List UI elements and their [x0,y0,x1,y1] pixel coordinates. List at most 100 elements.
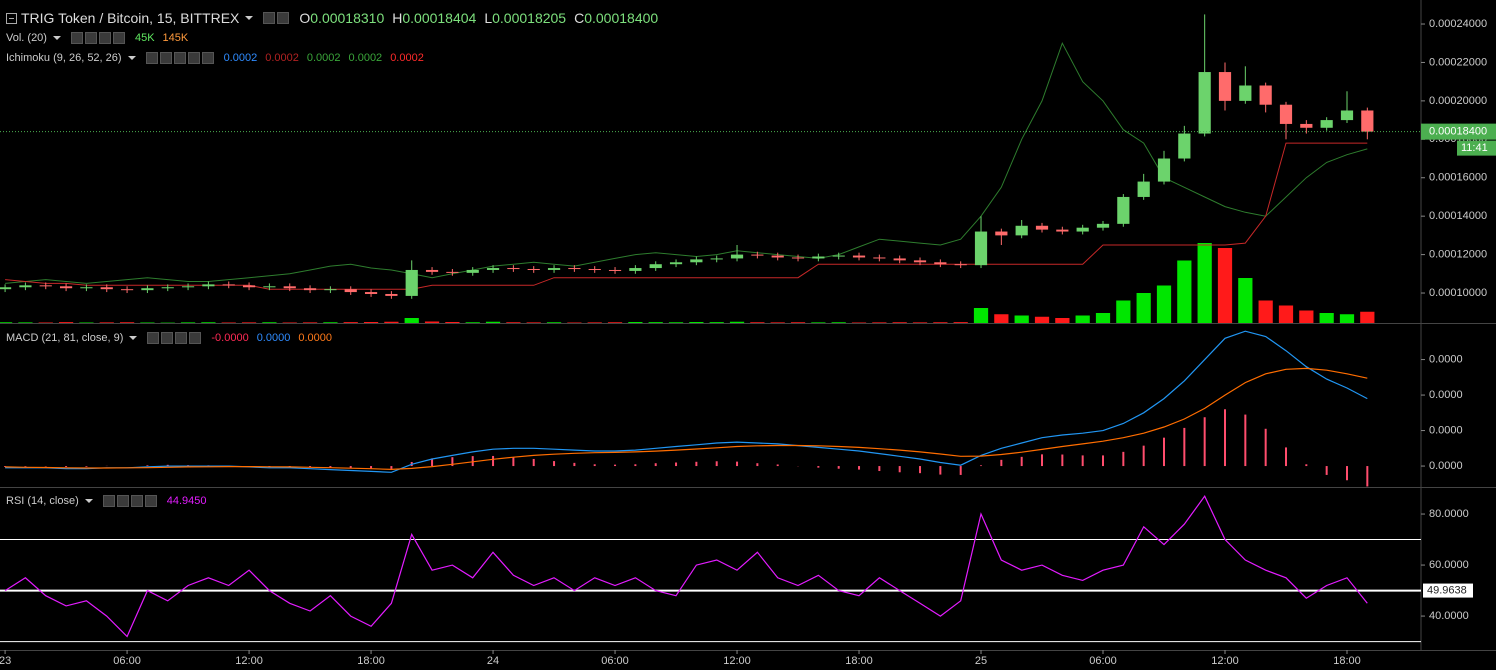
icon[interactable] [98,32,111,44]
candle-body [649,264,662,269]
candle-body [507,268,520,270]
volume-bar [79,322,94,323]
volume-bar [404,318,419,323]
volume-bar [1278,305,1294,323]
candle-body [446,271,459,273]
indicator-title[interactable]: Vol. (20) [6,32,47,44]
candle-body [710,258,723,260]
indicator-value: 45K [134,32,155,44]
volume-bar [241,322,257,323]
icon[interactable] [173,52,186,64]
volume-bar [384,321,399,323]
volume-bar [38,322,53,323]
candle-body [161,287,174,289]
volume-bar [689,322,704,323]
volume-bar [811,322,826,323]
indicator-title[interactable]: RSI (14, close) [6,495,79,507]
dropdown[interactable] [52,36,61,40]
ohlc-value: 0.00018404 [402,10,477,26]
volume-bar [1360,311,1375,323]
candle-body [1218,72,1232,101]
ichimoku-line [5,41,1368,284]
icons [70,32,125,44]
candle-body [466,269,479,273]
icon[interactable] [161,332,174,344]
countdown-label: 11:41 [1461,142,1488,154]
y-tick-label: 0.0000 [1429,460,1463,472]
volume-bar [323,322,338,323]
candle-body [1137,181,1150,197]
candle-body [629,268,642,271]
indicator-values: 0.0002 0.0002 0.0002 0.0002 0.0002 [224,52,432,64]
settings-icon[interactable] [263,12,276,24]
volume-bar [302,322,318,323]
hide-icon[interactable] [277,12,290,24]
candle-body [608,269,622,271]
volume-bar [1014,315,1029,323]
collapse-button[interactable] [6,12,17,24]
indicator-title[interactable]: MACD (21, 81, close, 9) [6,332,124,344]
y-tick-label: 0.00010000 [1429,287,1487,299]
volume-bar [587,322,602,323]
candle-body [181,286,195,288]
ohlc-key: O [299,10,311,26]
volume-bar [546,322,562,323]
dropdown[interactable] [245,16,254,20]
volume-bar [201,322,216,323]
candle-body [1300,123,1313,128]
icon[interactable] [102,495,115,507]
candle-body [751,254,764,256]
candle-body [791,257,805,259]
volume-bar [892,322,907,323]
candle-body [0,287,12,290]
volume-bar [567,322,582,323]
volume-bar [994,314,1009,323]
candle-body [1198,72,1211,134]
y-tick-label: 40.0000 [1429,610,1469,622]
icon[interactable] [147,332,160,344]
ohlc-value: 0.00018310 [310,10,385,26]
volume-bar [465,322,480,323]
dropdown[interactable] [84,499,93,503]
icon[interactable] [70,32,83,44]
symbol-title[interactable]: TRIG Token / Bitcoin, 15, BITTREX [21,10,240,26]
icon[interactable] [187,52,200,64]
volume-bar [912,322,928,323]
icon[interactable] [130,495,143,507]
dropdown[interactable] [129,336,138,340]
candle-body [141,288,154,291]
icon[interactable] [145,52,158,64]
volume-bar [1095,313,1111,323]
icons [263,12,290,24]
icon[interactable] [144,495,157,507]
volume-bar [953,322,968,323]
indicator-value: 0.0002 [390,52,424,64]
candle-body [1035,225,1049,230]
icon[interactable] [116,495,129,507]
icon[interactable] [84,32,97,44]
candle-body [852,255,866,258]
indicator-line [4,495,1368,638]
icon[interactable] [201,52,214,64]
y-tick-label: 80.0000 [1429,508,1469,520]
candle-body [913,260,927,263]
dropdown[interactable] [127,56,136,60]
candle-body [263,286,276,288]
x-tick-label: 18:00 [1333,655,1361,667]
volume-bar [485,321,501,323]
indicator-title[interactable]: Ichimoku (9, 26, 52, 26) [6,52,122,64]
volume-bar [1238,278,1253,323]
candle-body [771,255,784,258]
countdown-box [1457,140,1496,156]
volume-legend: Vol. (20) 45K 145K [6,32,196,44]
icon[interactable] [189,332,202,344]
indicator-value: 0.0002 [265,52,299,64]
indicator-value: 0.0002 [306,52,341,64]
volume-bar [1319,313,1334,323]
volume-bar [1217,248,1233,323]
volume-bar [750,322,765,323]
icon[interactable] [175,332,188,344]
icon[interactable] [112,32,125,44]
y-tick-label: 60.0000 [1429,559,1469,571]
icon[interactable] [159,52,172,64]
